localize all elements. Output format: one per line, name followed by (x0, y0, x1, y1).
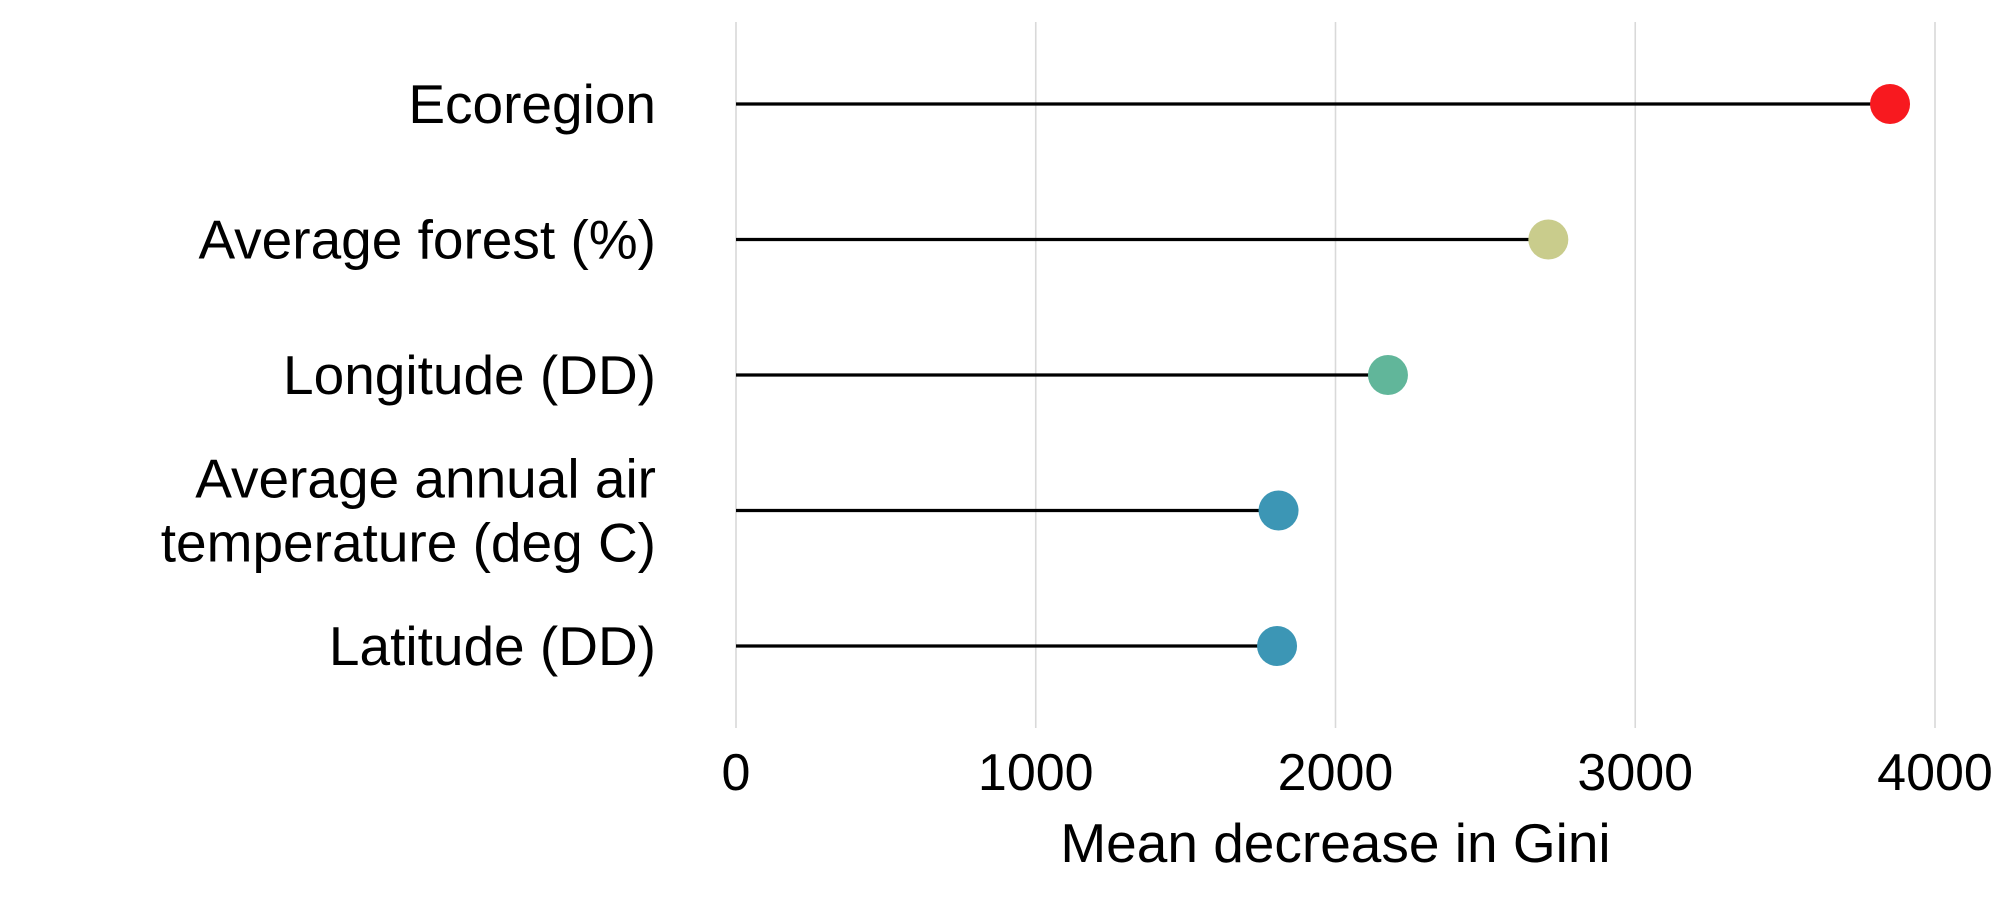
point-average-annual-air-temperature-deg-c (1258, 490, 1299, 531)
category-label-average-forest: Average forest (%) (198, 209, 656, 271)
stems (736, 102, 1891, 648)
x-tick-labels: 0 1000 2000 3000 4000 (722, 744, 1993, 802)
point-latitude-dd (1257, 626, 1298, 666)
category-label-average-annual-air-temperature-deg-c: Average annual air temperature (deg C) (161, 448, 656, 574)
point-ecoregion (1870, 84, 1911, 124)
data-points (1257, 84, 1911, 666)
x-tick-label-2000: 2000 (1278, 744, 1394, 802)
point-longitude-dd (1367, 355, 1408, 395)
point-average-forest (1528, 219, 1569, 260)
category-labels: Ecoregion Average forest (%) Longitude (DD… (161, 73, 656, 677)
x-axis-title: Mean decrease in Gini (1060, 812, 1610, 874)
x-tick-label-3000: 3000 (1577, 744, 1693, 802)
x-tick-label-1000: 1000 (978, 744, 1094, 802)
x-tick-label-0: 0 (722, 744, 751, 802)
category-label-ecoregion: Ecoregion (408, 73, 656, 135)
x-tick-label-4000: 4000 (1877, 744, 1993, 802)
category-label-longitude-dd: Longitude (DD) (283, 344, 656, 406)
category-label-latitude-dd: Latitude (DD) (329, 615, 656, 677)
